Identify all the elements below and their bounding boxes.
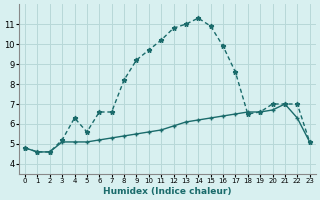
X-axis label: Humidex (Indice chaleur): Humidex (Indice chaleur): [103, 187, 232, 196]
